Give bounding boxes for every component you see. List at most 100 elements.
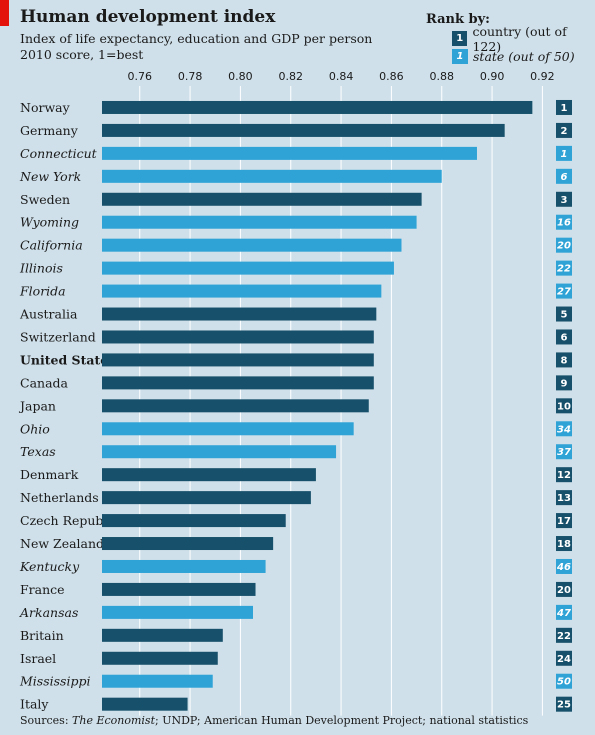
bar [102, 284, 382, 298]
category-label: Japan [18, 398, 56, 413]
bar [102, 100, 533, 114]
rank-label: 34 [557, 424, 571, 435]
x-tick-label: 0.88 [430, 70, 455, 83]
bar [102, 422, 354, 436]
rank-label: 20 [557, 585, 571, 596]
category-label: Italy [20, 697, 49, 712]
x-tick-label: 0.84 [329, 70, 354, 83]
rank-badge [556, 467, 572, 483]
category-label: Kentucky [19, 559, 80, 574]
x-tick-label: 0.82 [279, 70, 304, 83]
rank-label: 2 [561, 126, 568, 137]
rank-label: 16 [557, 218, 571, 229]
rank-label: 12 [557, 470, 571, 481]
rank-badge [556, 650, 572, 666]
subtitle-line-1: Index of life expectancy, education and … [20, 31, 373, 46]
rank-label: 50 [557, 677, 571, 688]
category-label: Denmark [20, 467, 79, 482]
legend-country-label: country (out of 122) [472, 23, 567, 54]
bar [102, 215, 417, 229]
x-tick-label: 0.86 [379, 70, 404, 83]
category-label: United States [20, 352, 115, 367]
brand-tab [0, 0, 9, 26]
rank-badge [556, 581, 572, 597]
rank-badge [556, 214, 572, 230]
rank-label: 22 [557, 264, 571, 275]
rank-badge [556, 444, 572, 460]
category-label: Connecticut [20, 146, 98, 161]
rank-label: 18 [557, 539, 571, 550]
legend-state-swatch: 1 [452, 49, 468, 64]
legend-title: Rank by: [426, 12, 490, 27]
rank-badge [556, 696, 572, 712]
bar [102, 376, 374, 390]
rank-badge [556, 99, 572, 115]
rank-badge [556, 145, 572, 161]
bar [102, 330, 374, 344]
rank-badge [556, 398, 572, 414]
x-tick-label: 0.76 [128, 70, 153, 83]
sources-note: Sources: The Economist; UNDP; American H… [20, 714, 528, 727]
category-label: Sweden [20, 192, 70, 207]
bar [102, 651, 218, 665]
rank-badge [556, 513, 572, 529]
bar [102, 468, 316, 482]
rank-badge [556, 283, 572, 299]
bar [102, 192, 422, 206]
bar [102, 261, 394, 275]
rank-badge [556, 168, 572, 184]
rank-badge [556, 604, 572, 620]
bar [102, 491, 311, 505]
rank-label: 10 [557, 401, 571, 412]
bar [102, 307, 377, 321]
bar [102, 605, 253, 619]
subtitle-line-2: 2010 score, 1=best [20, 47, 144, 62]
bar [102, 123, 505, 137]
bar [102, 146, 477, 160]
category-label: Wyoming [20, 215, 79, 230]
legend-state: 1 state (out of 50) [452, 49, 575, 64]
category-label: Ohio [20, 421, 50, 436]
bar [102, 582, 256, 596]
bar [102, 169, 442, 183]
rank-label: 6 [561, 172, 568, 183]
rank-badge [556, 306, 572, 322]
x-tick-label: 0.80 [228, 70, 253, 83]
category-label: Florida [19, 284, 66, 299]
category-label: Canada [20, 375, 69, 390]
rank-label: 37 [557, 447, 571, 458]
rank-badge [556, 421, 572, 437]
rank-label: 1 [561, 149, 568, 160]
bar [102, 697, 188, 711]
category-label: Switzerland [20, 329, 96, 344]
rank-label: 47 [556, 608, 571, 619]
category-label: Czech Republic [20, 513, 118, 528]
bar [102, 628, 223, 642]
rank-label: 20 [557, 241, 571, 252]
category-label: New York [19, 169, 81, 184]
category-label: Germany [20, 123, 79, 138]
category-label: New Zealand [20, 536, 104, 551]
rank-label: 9 [561, 378, 568, 389]
x-tick-label: 0.78 [178, 70, 203, 83]
rank-label: 1 [561, 103, 568, 114]
rank-badge [556, 375, 572, 391]
bar [102, 674, 213, 688]
category-label: Britain [20, 628, 64, 643]
category-label: France [20, 582, 65, 597]
bar [102, 537, 274, 551]
bar [102, 399, 369, 413]
chart-subtitle: Index of life expectancy, education and … [20, 31, 372, 63]
sources-prefix: Sources: [20, 714, 73, 727]
category-label: Texas [20, 444, 56, 459]
rank-badge [556, 536, 572, 552]
legend-state-label: state (out of 50) [473, 49, 575, 64]
chart-title: Human development index [20, 7, 276, 27]
rank-badge [556, 558, 572, 574]
bar [102, 559, 266, 573]
category-label: Mississippi [19, 674, 90, 689]
category-label: Australia [19, 307, 78, 322]
rank-label: 24 [557, 654, 571, 665]
category-label: California [20, 238, 83, 253]
